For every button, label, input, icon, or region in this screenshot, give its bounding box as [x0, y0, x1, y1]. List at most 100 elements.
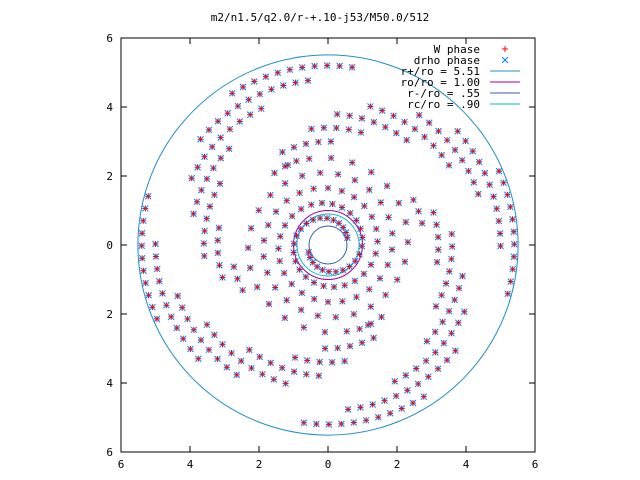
w-phase-point: [139, 255, 146, 262]
w-phase-point: [465, 168, 472, 175]
w-phase-point: [236, 118, 243, 125]
w-phase-point: [281, 270, 288, 277]
w-phase-point: [398, 405, 405, 412]
w-phase-point: [156, 278, 163, 285]
w-phase-point: [334, 345, 341, 352]
w-phase-point: [330, 217, 337, 224]
w-phase-point: [203, 215, 210, 222]
w-phase-point: [357, 225, 364, 232]
w-phase-point: [140, 267, 147, 274]
w-phase-point: [142, 280, 149, 287]
legend-label: drho phase: [414, 54, 480, 67]
w-phase-point: [290, 144, 297, 151]
w-phase-point: [416, 112, 423, 119]
w-phase-point: [452, 347, 459, 354]
w-phase-point: [291, 368, 298, 375]
w-phase-point: [324, 62, 331, 69]
w-phase-point: [292, 258, 299, 265]
w-phase-point: [444, 357, 451, 364]
w-phase-point: [338, 420, 345, 427]
w-phase-point: [226, 126, 233, 133]
w-phase-point: [245, 244, 252, 251]
w-phase-point: [426, 119, 433, 126]
w-phase-point: [367, 320, 374, 327]
w-phase-point: [318, 199, 325, 206]
w-phase-point: [359, 339, 366, 346]
w-phase-point: [145, 193, 152, 200]
w-phase-point: [336, 62, 343, 69]
w-phase-point: [145, 292, 152, 299]
w-phase-point: [289, 213, 296, 220]
w-phase-point: [286, 66, 293, 73]
w-phase-point: [248, 225, 255, 232]
chart-title: m2/n1.5/q2.0/r-+.10-j53/M50.0/512: [211, 11, 430, 24]
y-tick-label: 2: [106, 170, 113, 183]
w-phase-point: [434, 259, 441, 266]
w-phase-point: [435, 128, 442, 135]
w-phase-point: [440, 340, 447, 347]
w-phase-point: [187, 346, 194, 353]
w-phase-point: [247, 264, 254, 271]
w-phase-point: [174, 292, 181, 299]
legend-label: r+/ro = 5.51: [401, 65, 480, 78]
w-phase-point: [168, 313, 175, 320]
w-phase-point: [217, 155, 224, 162]
w-phase-point: [267, 359, 274, 366]
ref-circle: [296, 213, 360, 277]
w-phase-point: [368, 213, 375, 220]
w-phase-point: [329, 359, 336, 366]
w-phase-point: [279, 364, 286, 371]
w-phase-point: [357, 129, 364, 136]
w-phase-point: [325, 185, 331, 192]
w-phase-point: [370, 119, 377, 126]
w-phase-point: [357, 404, 364, 411]
w-phase-point: [438, 152, 445, 159]
w-phase-point: [282, 222, 289, 229]
w-phase-point: [254, 283, 261, 290]
w-phase-point: [203, 175, 210, 182]
w-phase-point: [206, 203, 213, 210]
w-phase-point: [214, 237, 221, 244]
w-phase-point: [329, 201, 336, 208]
x-tick-label: 2: [256, 458, 263, 471]
y-tick-label: 4: [106, 377, 113, 390]
reference-circles: [137, 54, 519, 436]
w-phase-point: [190, 326, 197, 333]
w-phase-point: [410, 196, 417, 203]
w-phase-point: [282, 163, 289, 170]
w-phase-point: [345, 126, 352, 133]
w-phase-point: [356, 325, 363, 332]
w-phase-point: [154, 265, 161, 272]
w-phase-point: [448, 231, 455, 238]
w-phase-point: [280, 82, 287, 89]
y-tick-label: 6: [106, 446, 113, 459]
w-phase-point: [439, 318, 446, 325]
w-phase-point: [495, 218, 502, 225]
w-phase-point: [173, 325, 180, 332]
w-phase-point: [230, 263, 237, 270]
w-phase-point: [211, 331, 218, 338]
w-phase-point: [486, 181, 493, 188]
w-phase-point: [281, 314, 288, 321]
w-phase-point: [452, 146, 459, 153]
w-phase-point: [234, 275, 241, 282]
w-phase-point: [335, 220, 342, 227]
w-phase-point: [394, 276, 401, 283]
w-phase-point: [214, 249, 221, 256]
y-tick-label: 0: [106, 239, 113, 252]
w-phase-point: [389, 246, 396, 253]
w-phase-point: [381, 397, 388, 404]
w-phase-point: [304, 77, 311, 84]
w-phase-point: [404, 239, 411, 246]
w-phase-point: [298, 306, 305, 313]
w-phase-point: [359, 234, 366, 241]
w-phase-point: [311, 63, 318, 70]
w-phase-point: [338, 188, 345, 195]
w-phase-point: [303, 220, 310, 227]
w-phase-point: [448, 256, 455, 263]
w-phase-point: [200, 240, 207, 247]
w-phase-point: [423, 357, 430, 364]
w-phase-point: [271, 170, 278, 177]
w-phase-point: [319, 266, 326, 273]
